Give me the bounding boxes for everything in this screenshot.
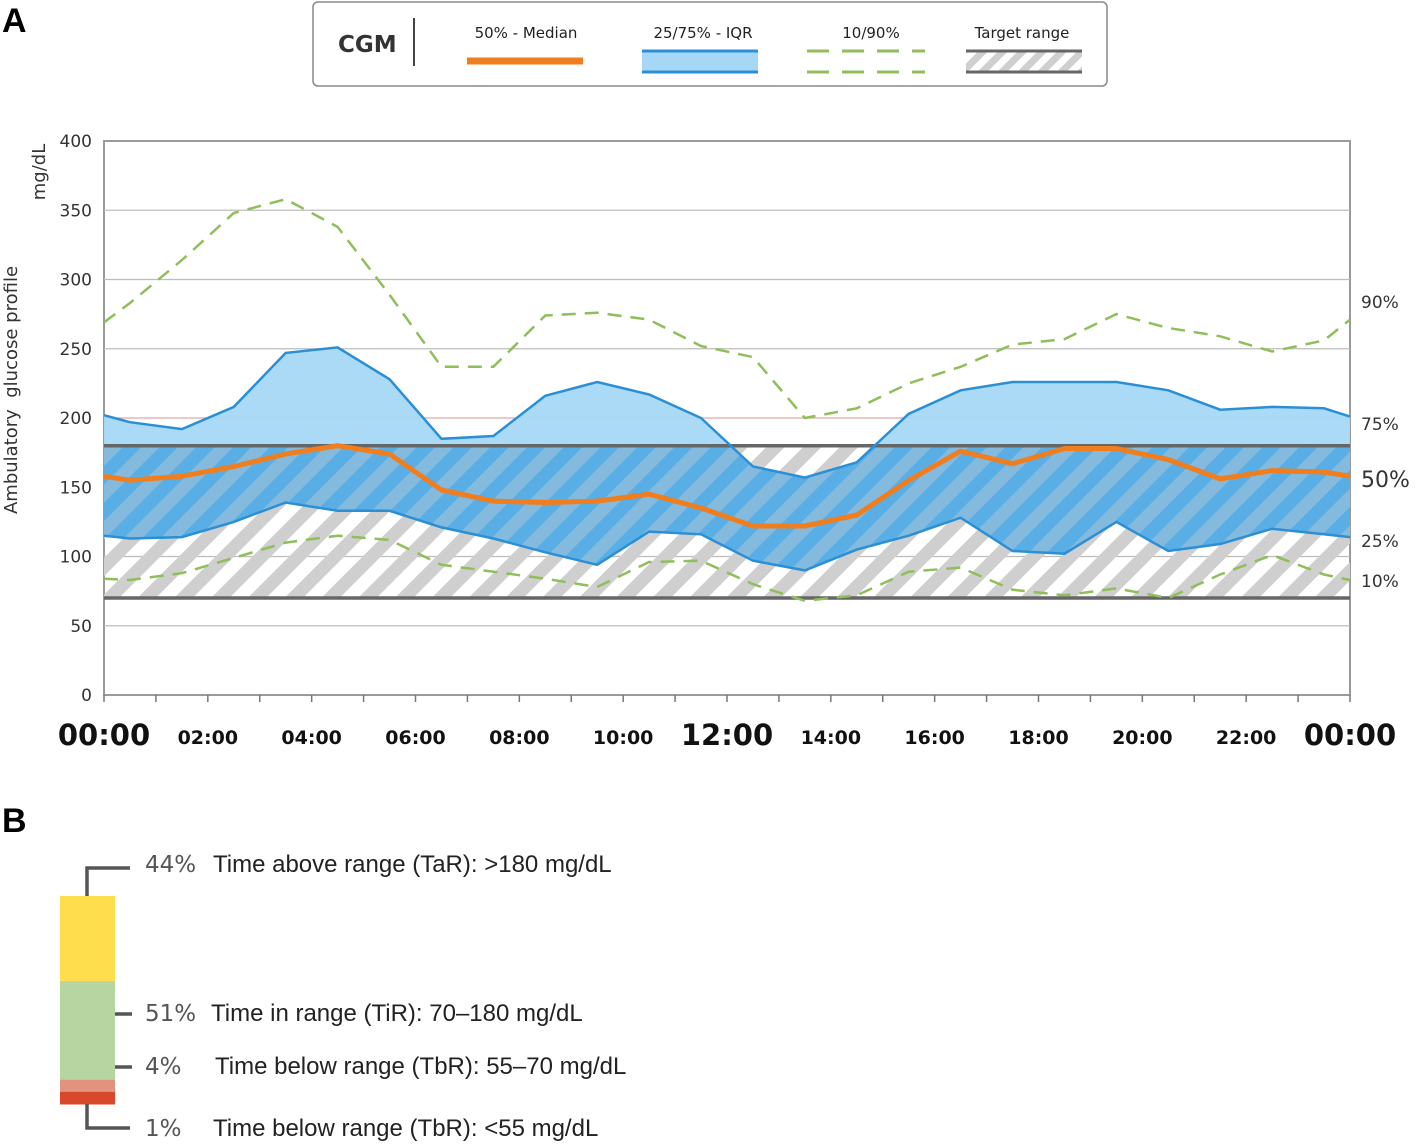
percentile-label-75: 75% xyxy=(1361,415,1399,435)
legend-label-percentile: 10/90% xyxy=(842,24,899,42)
x-tick-label: 00:00 xyxy=(1304,718,1396,752)
tir-category-label: Time in range (TiR): 70–180 mg/dL xyxy=(211,1000,583,1027)
tir-category-label: Time below range (TbR): <55 mg/dL xyxy=(213,1115,598,1142)
x-tick-label: 20:00 xyxy=(1112,727,1172,749)
time-in-range-bar: 44% Time above range (TaR): >180 mg/dL 51%… xyxy=(60,851,626,1142)
y-tick-label: 0 xyxy=(81,686,92,706)
y-tick-label: 250 xyxy=(60,340,92,360)
y-tick-label: 400 xyxy=(60,132,92,152)
x-tick-label: 18:00 xyxy=(1008,727,1068,749)
tir-category-range: 70–180 mg/dL xyxy=(429,1000,582,1027)
tir-percent-label: 44% xyxy=(145,852,196,878)
tir-percent-label: 4% xyxy=(145,1054,182,1080)
tir-segment-0 xyxy=(60,896,115,982)
legend-frame xyxy=(312,1,1108,87)
tir-connector xyxy=(85,1104,130,1130)
tir-category-range: >180 mg/dL xyxy=(484,851,611,878)
tir-percent-label: 51% xyxy=(145,1001,196,1027)
legend-swatch-iqr xyxy=(642,51,758,72)
tir-category-range: 55–70 mg/dL xyxy=(486,1053,626,1080)
percentile-label-25: 25% xyxy=(1361,532,1399,552)
series-25-line xyxy=(103,501,1351,572)
x-tick-label: 04:00 xyxy=(281,727,341,749)
y-tick-label: 50 xyxy=(70,617,92,637)
tir-category-label: Time above range (TaR): >180 mg/dL xyxy=(213,851,612,878)
legend: CGM 50% - Median 25/75% - IQR 10/90% Tar… xyxy=(312,1,1108,87)
tir-segment-3 xyxy=(60,1091,115,1105)
tir-percent-label: 1% xyxy=(145,1116,182,1142)
agp-plot: 0 50 100 150 200 250 300 350 400 00:00 02:00 04:00 0… xyxy=(58,132,1410,752)
y-tick-label: 300 xyxy=(60,271,92,291)
tir-category-name: Time above range (TaR): xyxy=(213,851,484,878)
series-median-line xyxy=(103,443,1351,529)
y-tick-label: 350 xyxy=(60,201,92,221)
tir-category-range: <55 mg/dL xyxy=(484,1115,598,1142)
x-tick-label: 22:00 xyxy=(1216,727,1276,749)
x-tick-label: 16:00 xyxy=(904,727,964,749)
tir-segment-1 xyxy=(60,981,115,1081)
tir-category-name: Time below range (TbR): xyxy=(215,1053,486,1080)
x-tick-label: 02:00 xyxy=(178,727,238,749)
y-tick-label: 100 xyxy=(60,548,92,568)
percentile-label-50: 50% xyxy=(1361,468,1410,493)
tir-category-label: Time below range (TbR): 55–70 mg/dL xyxy=(215,1053,626,1080)
series-10-line xyxy=(103,534,1351,603)
x-tick-label: 10:00 xyxy=(593,727,653,749)
tir-category-name: Time below range (TbR): xyxy=(213,1115,484,1142)
y-tick-label: 200 xyxy=(60,409,92,429)
legend-label-iqr: 25/75% - IQR xyxy=(653,24,752,42)
legend-label-target: Target range xyxy=(974,24,1070,42)
x-tick-label: 12:00 xyxy=(681,718,773,752)
series-90-line xyxy=(103,197,1351,420)
percentile-label-10: 10% xyxy=(1361,572,1399,592)
y-tick-label: 150 xyxy=(60,478,92,498)
panel-b-label: B xyxy=(2,802,27,840)
tir-segment-2 xyxy=(60,1079,115,1093)
x-tick-label: 00:00 xyxy=(58,718,150,752)
tir-connector xyxy=(85,866,130,896)
x-tick-label: 14:00 xyxy=(801,727,861,749)
tir-category-name: Time in range (TiR): xyxy=(211,1000,429,1027)
legend-label-median: 50% - Median xyxy=(475,24,578,42)
legend-swatch-target xyxy=(966,51,1082,72)
percentile-label-90: 90% xyxy=(1361,293,1399,313)
panel-a-label: A xyxy=(2,2,27,40)
x-tick-label: 08:00 xyxy=(489,727,549,749)
y-axis-title: Ambulatory glucose profile xyxy=(1,266,22,514)
y-axis-unit: mg/dL xyxy=(29,144,50,200)
iqr-target-overlap xyxy=(104,445,1350,571)
x-tick-label: 06:00 xyxy=(385,727,445,749)
iqr-overlap-stripes xyxy=(104,445,1350,571)
legend-title: CGM xyxy=(338,32,397,58)
series-75-line xyxy=(103,346,1351,479)
